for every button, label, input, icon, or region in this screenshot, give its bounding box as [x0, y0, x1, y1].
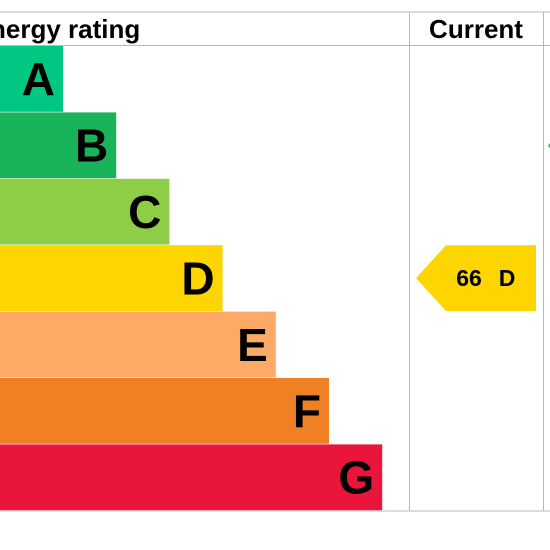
band-label-g: G	[338, 452, 374, 504]
band-label-e: E	[237, 319, 268, 371]
energy-rating-title: nergy rating	[0, 14, 140, 44]
current-column-title: Current	[429, 14, 523, 44]
band-bar-g	[0, 444, 383, 511]
band-bar-b	[0, 112, 117, 179]
current-rating-arrow: 66 D	[416, 245, 536, 311]
band-bar-c	[0, 178, 170, 245]
band-label-a: A	[22, 53, 55, 105]
current-rating-value: 66	[456, 265, 482, 291]
band-label-f: F	[293, 385, 321, 437]
band-bar-e	[0, 311, 276, 378]
band-label-b: B	[75, 120, 108, 172]
table-frame	[0, 11, 550, 512]
band-bar-f	[0, 378, 329, 444]
band-bar-d	[0, 245, 223, 311]
current-rating-band: D	[499, 265, 516, 291]
current-rating-arrow-shape	[416, 245, 536, 311]
band-label-c: C	[128, 186, 161, 238]
band-label-d: D	[181, 252, 214, 304]
band-bar-a	[0, 46, 63, 112]
